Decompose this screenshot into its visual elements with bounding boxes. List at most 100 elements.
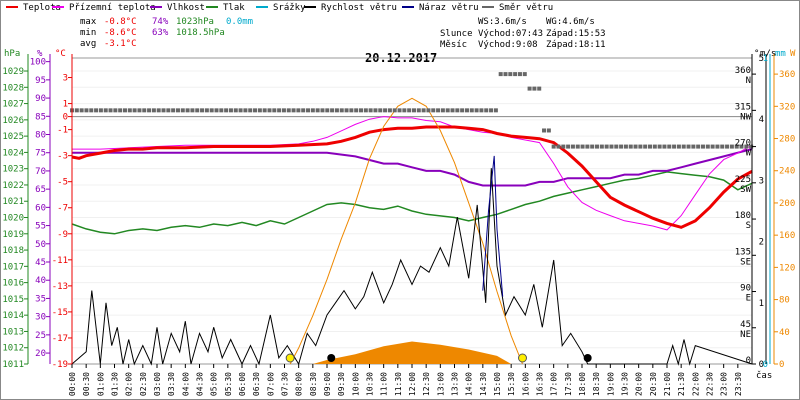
wind-direction-point [542,128,547,133]
wind-direction-point [402,108,407,113]
solar-tick-label: 160 [779,231,795,241]
time-tick-label: 06:00 [238,372,247,396]
time-tick-label: 15:00 [493,372,502,396]
wind-direction-point [508,72,513,77]
pressure-tick-label: 1019 [2,230,24,240]
wind-direction-point [228,108,233,113]
wind-direction-point [696,144,701,149]
humidity-tick-label: 90 [35,94,46,104]
wind-direction-point [253,108,258,113]
solar-tick-label: 280 [779,135,795,145]
wind-direction-point [233,108,238,113]
wind-direction-point [89,108,94,113]
wind-direction-point [546,128,551,133]
direction-tick-label: 180 [735,211,751,221]
sun-marker [285,353,295,363]
time-tick-label: 07:00 [266,372,275,396]
wind-direction-point [74,108,79,113]
time-tick-label: 01:30 [111,372,120,396]
wind-ws: WS:3.6m/s [478,17,527,27]
temperature-tick-label: -9 [57,230,68,240]
stats-block: max -0.8°C 74% 1023hPa 0.0mm min -8.6°C … [80,17,606,50]
humidity-tick-label: 85 [35,112,46,122]
time-tick-label: 16:30 [536,372,545,396]
wind-direction-point [325,108,330,113]
stat-min-hum: 63% [152,28,169,38]
wind-direction-point [522,72,527,77]
legend-item-label: Přízemní teplota [69,3,156,13]
pressure-tick-label: 1017 [2,262,24,272]
wind-direction-point [306,108,311,113]
wind-direction-point [503,72,508,77]
unit-w: W [790,49,796,59]
humidity-tick-label: 55 [35,222,46,232]
humidity-tick-label: 30 [35,313,46,323]
wind-direction-point [479,108,484,113]
time-tick-label: 23:30 [734,372,743,396]
temperature-tick-label: -11 [52,256,68,266]
series-wind-gust [482,155,504,297]
direction-compass-label: E [746,294,751,304]
plot-area [70,57,754,366]
wind-direction-point [513,72,518,77]
wind-direction-point [219,108,224,113]
pressure-tick-label: 1024 [2,148,24,158]
pressure-tick-label: 1025 [2,132,24,142]
direction-tick-label: 135 [735,247,751,257]
wind-direction-point [532,86,537,91]
unit-degree: ° [754,49,759,59]
direction-compass-label: W [746,149,752,159]
wind-direction-point [484,108,489,113]
stat-avg-label: avg [80,39,96,49]
wind-direction-point [421,108,426,113]
wind-direction-point [715,144,720,149]
direction-compass-label: N [746,76,751,86]
temperature-tick-label: 0 [63,113,68,123]
wind-direction-point [407,108,412,113]
humidity-tick-label: 20 [35,349,46,359]
legend-item-label: Tlak [223,3,245,13]
wind-direction-point [517,72,522,77]
time-tick-label: 01:00 [96,372,105,396]
wind-direction-point [455,108,460,113]
wind-direction-point [281,108,286,113]
wind-speed-tick-label: 5 [759,54,764,64]
time-tick-label: 00:30 [82,372,91,396]
wind-direction-point [469,108,474,113]
wind-direction-point [383,108,388,113]
wind-direction-point [147,108,152,113]
time-tick-label: 22:30 [706,372,715,396]
wind-direction-point [330,108,335,113]
time-tick-label: 11:00 [380,372,389,396]
wind-direction-point [397,108,402,113]
wind-direction-point [585,144,590,149]
wind-direction-point [334,108,339,113]
wind-direction-point [537,86,542,91]
moon-label: Měsíc [440,40,467,50]
wind-direction-point [171,108,176,113]
pressure-tick-label: 1021 [2,197,24,207]
stat-min-label: min [80,28,96,38]
wind-direction-point [320,108,325,113]
stat-max-rain: 0.0mm [226,17,253,27]
humidity-tick-label: 75 [35,149,46,159]
wind-direction-point [575,144,580,149]
wind-direction-point [643,144,648,149]
series-humidity [72,148,753,187]
wind-direction-point [648,144,652,149]
wind-direction-point [243,108,248,113]
pressure-tick-label: 1012 [2,344,24,354]
wind-direction-point [700,144,705,149]
wind-direction-point [392,108,397,113]
wind-direction-point [156,108,161,113]
time-tick-label: 06:30 [252,372,261,396]
wind-speed-tick-label: 4 [759,115,764,125]
time-tick-label: 19:30 [621,372,630,396]
wind-direction-point [286,108,291,113]
time-tick-label: 05:00 [210,372,219,396]
temperature-tick-label: -13 [52,282,68,292]
wind-direction-point [180,108,185,113]
legend-item-label: Rychlost větru [321,3,397,13]
wind-direction-point [354,108,359,113]
wind-direction-point [633,144,638,149]
